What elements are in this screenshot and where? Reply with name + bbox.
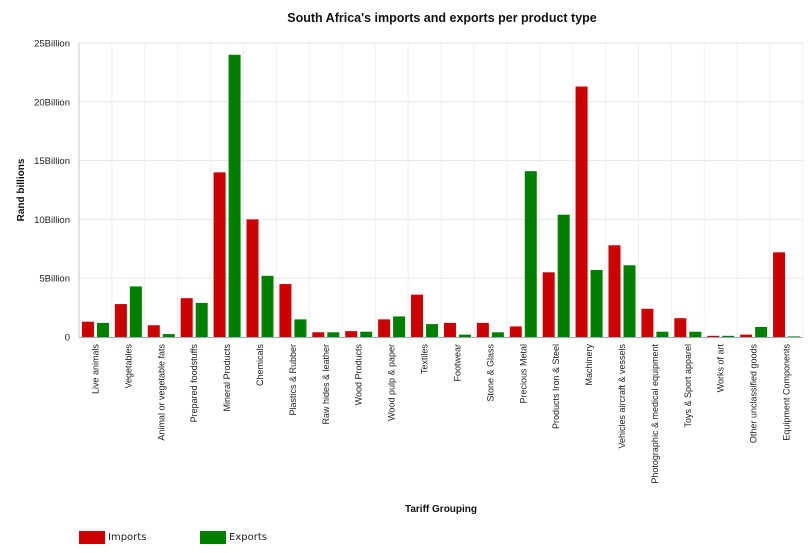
bar-exports-12[interactable] bbox=[491, 332, 504, 337]
bar-exports-5[interactable] bbox=[261, 275, 274, 337]
legend-label-exports: Exports bbox=[229, 531, 267, 543]
bar-exports-11[interactable] bbox=[458, 334, 471, 337]
x-tick-label: Works of art bbox=[716, 344, 726, 393]
bar-imports-4[interactable] bbox=[213, 172, 226, 337]
x-tick-label: Vegetables bbox=[123, 344, 133, 389]
y-tick-label: 20Billion bbox=[34, 97, 70, 108]
bar-imports-5[interactable] bbox=[246, 219, 259, 337]
bar-exports-3[interactable] bbox=[195, 302, 208, 337]
x-tick-label: Live animals bbox=[90, 344, 100, 395]
x-tick-label: Raw hides & leather bbox=[321, 344, 331, 425]
x-tick-label: Wood Products bbox=[354, 344, 364, 406]
bar-exports-6[interactable] bbox=[294, 319, 307, 337]
y-axis: 0 5Billion 10Billion 15Billion 20Billion 25Bi… bbox=[34, 39, 70, 344]
bar-exports-8[interactable] bbox=[360, 331, 373, 337]
bar-imports-20[interactable] bbox=[740, 334, 753, 337]
chart-title: South Africa's imports and exports per p… bbox=[287, 11, 597, 25]
bar-imports-15[interactable] bbox=[575, 86, 588, 338]
bar-imports-2[interactable] bbox=[147, 325, 160, 337]
legend-item-exports[interactable]: Exports bbox=[200, 530, 267, 544]
bar-exports-7[interactable] bbox=[327, 332, 340, 337]
bar-imports-1[interactable] bbox=[114, 304, 127, 337]
bar-exports-14[interactable] bbox=[557, 214, 570, 337]
y-tick-label: 15Billion bbox=[34, 156, 70, 167]
bar-exports-10[interactable] bbox=[426, 324, 439, 337]
x-tick-label: Other unclassified goods bbox=[749, 344, 759, 444]
bar-imports-7[interactable] bbox=[312, 332, 325, 337]
bar-exports-9[interactable] bbox=[393, 316, 406, 337]
bar-imports-9[interactable] bbox=[378, 319, 391, 337]
bar-exports-13[interactable] bbox=[524, 171, 537, 337]
x-tick-label: Products Iron & Steel bbox=[551, 344, 561, 429]
bar-exports-15[interactable] bbox=[590, 269, 603, 337]
bar-exports-19[interactable] bbox=[722, 335, 735, 337]
bar-exports-18[interactable] bbox=[689, 331, 702, 337]
bar-imports-11[interactable] bbox=[443, 322, 456, 337]
x-tick-label: Prepared foodstuffs bbox=[189, 344, 199, 423]
bar-exports-0[interactable] bbox=[96, 322, 109, 337]
bars bbox=[81, 54, 801, 338]
x-axis-label: Tariff Grouping bbox=[405, 504, 477, 515]
x-axis: Live animals Vegetables Animal or vegetabl… bbox=[90, 344, 791, 484]
bar-imports-21[interactable] bbox=[773, 252, 786, 337]
bar-imports-13[interactable] bbox=[509, 326, 522, 337]
x-tick-label: Wood pulp & paper bbox=[387, 344, 397, 421]
legend-swatch-exports bbox=[200, 530, 226, 544]
x-tick-label: Plastics & Rubber bbox=[288, 344, 298, 416]
bar-exports-4[interactable] bbox=[228, 54, 241, 337]
y-tick-label: 25Billion bbox=[34, 39, 70, 50]
bar-imports-19[interactable] bbox=[707, 335, 720, 337]
gridlines bbox=[78, 42, 804, 338]
x-tick-label: Footwear bbox=[452, 344, 462, 382]
x-tick-label: Stone & Glass bbox=[485, 344, 495, 402]
x-tick-label: Photographic & medical equipment bbox=[650, 344, 660, 484]
x-tick-label: Mineral Products bbox=[222, 344, 232, 412]
x-tick-label: Vehicles aircraft & vessels bbox=[617, 344, 627, 449]
bar-exports-21[interactable] bbox=[788, 336, 801, 337]
bar-exports-17[interactable] bbox=[656, 331, 669, 337]
x-tick-label: Textiles bbox=[420, 344, 430, 375]
x-tick-label: Equipment Components bbox=[782, 344, 792, 441]
y-tick-label: 5Billion bbox=[39, 274, 70, 285]
bar-imports-10[interactable] bbox=[411, 294, 424, 337]
bar-imports-8[interactable] bbox=[345, 331, 358, 337]
bar-imports-12[interactable] bbox=[476, 322, 489, 337]
y-tick-label: 0 bbox=[65, 333, 70, 344]
bar-exports-16[interactable] bbox=[623, 265, 636, 337]
x-tick-label: Animal or vegetable fats bbox=[156, 344, 166, 441]
bar-imports-18[interactable] bbox=[674, 318, 687, 337]
bar-imports-14[interactable] bbox=[542, 272, 555, 337]
bar-imports-0[interactable] bbox=[81, 321, 94, 337]
bar-exports-20[interactable] bbox=[755, 327, 768, 337]
x-tick-label: Toys & Sport apparel bbox=[683, 344, 693, 428]
x-tick-label: Chemicals bbox=[255, 344, 265, 387]
x-tick-label: Precious Metal bbox=[518, 344, 528, 404]
x-tick-label: Machinery bbox=[584, 344, 594, 386]
y-tick-label: 10Billion bbox=[34, 215, 70, 226]
bar-imports-17[interactable] bbox=[641, 308, 654, 337]
legend-label-imports: Imports bbox=[108, 531, 147, 543]
bar-exports-1[interactable] bbox=[129, 286, 142, 337]
y-axis-label: Rand billions bbox=[16, 158, 27, 221]
legend-swatch-imports bbox=[79, 530, 105, 544]
bar-exports-2[interactable] bbox=[162, 334, 175, 337]
bar-imports-16[interactable] bbox=[608, 245, 621, 337]
bar-imports-3[interactable] bbox=[180, 298, 193, 337]
legend-item-imports[interactable]: Imports bbox=[79, 530, 146, 544]
bar-imports-6[interactable] bbox=[279, 284, 292, 337]
